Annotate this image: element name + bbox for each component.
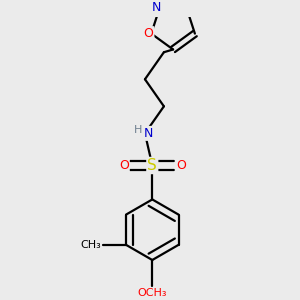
Text: CH₃: CH₃ <box>80 240 101 250</box>
Text: H: H <box>134 125 143 135</box>
Text: N: N <box>152 2 161 14</box>
Text: O: O <box>176 159 186 172</box>
Text: OCH₃: OCH₃ <box>137 288 167 298</box>
Text: O: O <box>119 159 129 172</box>
Text: S: S <box>147 158 157 173</box>
Text: N: N <box>144 127 153 140</box>
Text: O: O <box>144 27 153 40</box>
